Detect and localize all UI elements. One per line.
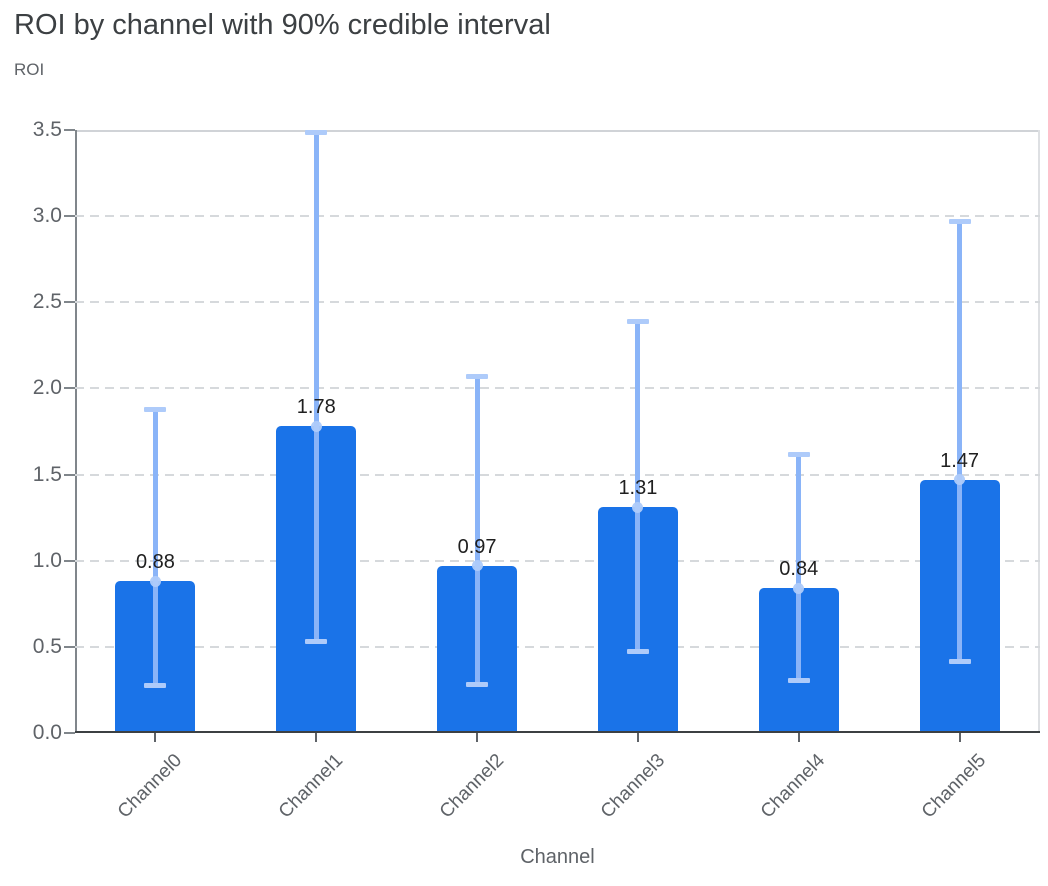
y-tick (64, 559, 75, 562)
gridline (75, 387, 1040, 390)
point-marker (954, 474, 966, 486)
point-marker (149, 575, 161, 587)
y-tick-label: 0.5 (32, 634, 62, 658)
error-bar (152, 409, 158, 687)
x-tick (315, 733, 318, 742)
point-marker (632, 501, 644, 513)
error-bar-cap-bottom (626, 649, 649, 655)
y-tick-label: 2.5 (32, 290, 62, 314)
x-tick-label: Channel1 (274, 750, 348, 823)
bar-value-label: 0.97 (457, 535, 497, 558)
y-tick (64, 215, 75, 218)
gridline (75, 645, 1040, 648)
error-bar-cap-bottom (948, 659, 971, 665)
gridline (75, 215, 1040, 218)
plot-right-border (1038, 130, 1040, 733)
error-bar-cap-bottom (466, 681, 489, 687)
error-bar-cap-bottom (305, 638, 328, 644)
y-tick (64, 387, 75, 390)
x-axis-title: Channel (520, 846, 595, 868)
y-tick-label: 0.0 (32, 721, 62, 744)
x-tick (797, 733, 800, 742)
x-tick-label: Channel0 (113, 750, 187, 823)
y-tick-label: 1.0 (32, 548, 62, 572)
error-bar-cap-bottom (144, 683, 167, 689)
y-tick (64, 301, 75, 304)
y-tick-label: 1.5 (32, 462, 62, 486)
bar-value-label: 1.31 (618, 477, 658, 500)
bar-value-label: 1.47 (940, 449, 980, 472)
bar-value-label: 0.84 (779, 558, 819, 581)
x-tick (154, 733, 157, 742)
error-bar (474, 376, 480, 685)
gridline (75, 301, 1040, 304)
point-marker (310, 420, 322, 432)
y-axis-title: ROI (14, 60, 45, 79)
gridline (75, 559, 1040, 562)
bar-value-label: 1.78 (296, 396, 336, 419)
error-bar (313, 131, 319, 642)
error-bar-cap-top (466, 374, 489, 380)
error-bar-cap-top (305, 129, 328, 135)
y-tick (64, 732, 75, 734)
plot-top-border (75, 130, 1040, 132)
error-bar-cap-top (626, 319, 649, 325)
point-marker (471, 560, 483, 572)
x-tick-label: Channel4 (757, 750, 830, 823)
error-bar-cap-bottom (787, 678, 810, 684)
bar-value-label: 0.88 (135, 551, 175, 574)
gridline (75, 473, 1040, 476)
x-axis-line (75, 731, 1040, 733)
error-bar (796, 453, 802, 682)
y-tick (64, 129, 75, 131)
y-axis-line (75, 130, 77, 733)
y-tick (64, 645, 75, 648)
plot-area (75, 130, 1040, 733)
error-bar-cap-top (787, 451, 810, 457)
error-bar-cap-top (144, 407, 167, 413)
y-tick (64, 473, 75, 476)
x-tick-label: Channel3 (596, 750, 669, 823)
x-tick (958, 733, 961, 742)
x-tick (636, 733, 639, 742)
y-tick-label: 2.0 (32, 376, 62, 400)
point-marker (793, 582, 805, 594)
y-tick-label: 3.5 (32, 118, 62, 141)
error-bar (957, 221, 963, 663)
y-tick-label: 3.0 (32, 204, 62, 228)
error-bar (635, 321, 641, 653)
chart-title: ROI by channel with 90% credible interva… (14, 9, 551, 41)
x-tick (476, 733, 479, 742)
x-tick-label: Channel2 (435, 750, 508, 823)
x-tick-label: Channel5 (918, 750, 991, 823)
error-bar-cap-top (948, 219, 971, 225)
